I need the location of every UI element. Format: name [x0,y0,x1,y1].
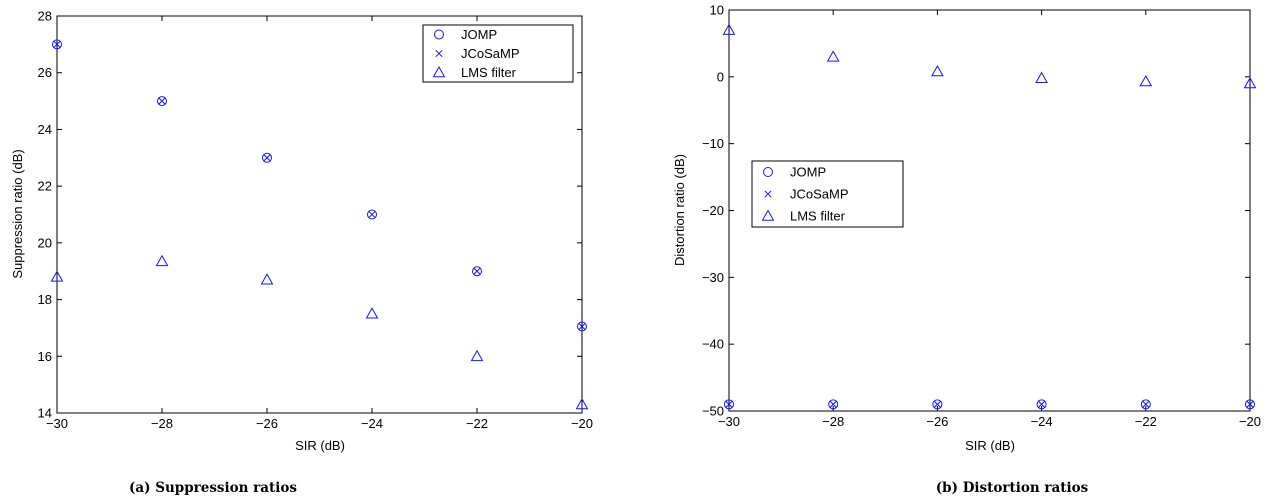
x-tick-label: −20 [1239,414,1261,429]
data-point-circle [472,266,482,277]
data-point-circle [367,209,377,220]
data-point-x [829,400,837,408]
x-tick-label: −22 [466,416,488,431]
x-axis-label: SIR (dB) [295,438,345,453]
data-point-x [1142,400,1150,408]
chart-suppression: −30 −28 −26 −24 −22 −20 14 16 18 20 22 24 26 28 SIR (d… [10,9,593,497]
data-point-x [578,322,586,331]
data-point-x [933,400,941,408]
x-tick-label: −30 [718,414,740,429]
y-tick-label: 0 [717,69,724,84]
y-tick-label: 28 [38,9,52,24]
data-point-triangle [260,273,274,285]
data-point-x [1246,400,1254,408]
y-tick-label: −10 [702,136,724,151]
legend-entry: LMS filter [790,209,846,224]
x-tick-label: −20 [571,416,593,431]
y-tick-label: 24 [38,122,52,137]
data-point-x [263,154,271,162]
x-tick-label: −28 [151,416,173,431]
x-tick-label: −28 [822,414,844,429]
y-tick-label: −20 [702,203,724,218]
legend-entry: JCoSaMP [461,46,520,61]
data-point-circle [577,321,587,332]
y-axis-label: Distortion ratio (dB) [672,154,687,266]
data-point-circle [1036,399,1047,410]
data-point-triangle [1035,71,1048,83]
data-point-triangle [470,349,484,362]
data-point-triangle [155,254,169,267]
legend-entry: JOMP [461,27,497,42]
legend: JOMP JCoSaMP LMS filter [422,24,574,83]
figure-caption: (a) Suppression ratios [129,480,297,496]
data-point-triangle [1139,74,1153,87]
data-point-triangle [826,50,840,62]
plot-area [56,15,583,414]
data-point-circle [262,152,272,163]
data-point-x [158,97,166,105]
data-point-x [473,267,481,275]
data-point-circle [157,96,167,107]
y-tick-label: 18 [38,292,52,307]
legend-marker-circle [434,29,444,40]
data-point-triangle [722,23,736,35]
legend-box [751,160,904,228]
data-point-circle [1140,399,1151,410]
chart-distortion: −30 −28 −26 −24 −22 −20 −50 −40 −30 −20 −10 0 10 SIR … [672,3,1261,497]
data-point-triangle [1243,76,1257,89]
x-tick-label: −26 [256,416,278,431]
y-tick-label: −40 [702,337,724,352]
x-axis-label: SIR (dB) [965,438,1015,453]
data-point-triangle [365,307,379,319]
data-point-circle [1245,399,1255,410]
legend-marker-x [764,190,772,198]
data-point-circle [52,39,62,50]
x-tick-label: −22 [1135,414,1157,429]
legend-box [422,24,574,83]
data-point-x [1038,400,1046,408]
y-tick-label: 10 [710,3,724,18]
x-tick-label: −24 [361,416,383,431]
data-point-triangle [931,64,944,77]
legend-marker-triangle [432,65,446,78]
y-tick-label: −50 [702,404,724,419]
y-tick-label: 14 [38,406,52,421]
y-tick-label: 26 [38,65,52,80]
x-tick-label: −24 [1031,414,1053,429]
data-point-circle [932,399,943,410]
y-tick-label: 22 [38,179,52,194]
data-point-triangle [50,270,64,282]
y-tick-label: 20 [38,235,52,250]
legend-entry: JCoSaMP [790,187,849,202]
data-point-circle [724,399,734,410]
y-axis-label: Suppression ratio (dB) [10,149,25,278]
legend-entry: JOMP [790,165,826,180]
data-point-triangle [575,397,589,410]
x-tick-label: −30 [46,416,68,431]
legend-marker-x [435,49,443,58]
legend-entry: LMS filter [461,65,517,80]
data-point-x [368,210,376,219]
data-point-x [725,400,733,408]
legend: JOMP JCoSaMP LMS filter [751,160,904,228]
y-tick-label: 16 [38,349,52,364]
data-point-x [53,40,61,48]
x-tick-label: −26 [926,414,948,429]
figure-caption: (b) Distortion ratios [936,480,1089,496]
y-tick-label: −30 [702,270,724,285]
legend-marker-circle [763,167,773,177]
legend-marker-triangle [761,209,775,221]
data-point-circle [828,399,839,410]
